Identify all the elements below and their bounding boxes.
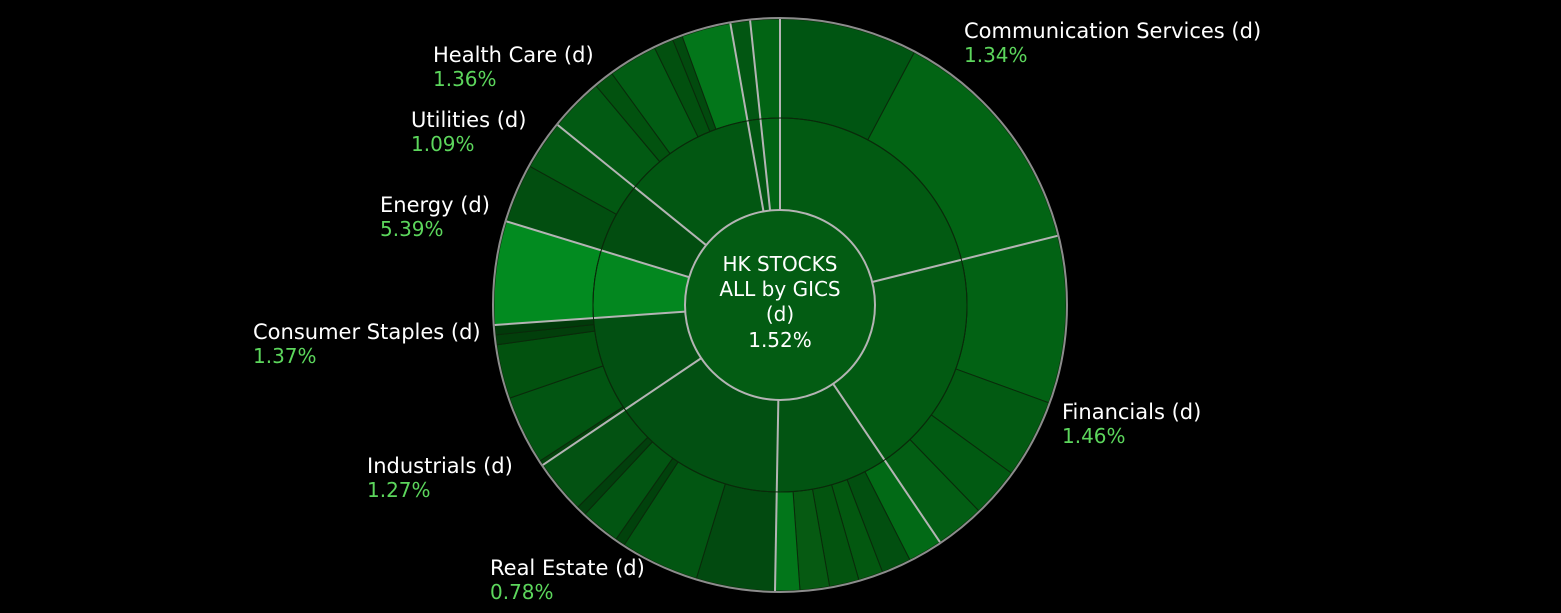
- sector-label-6: Utilities (d): [411, 108, 526, 132]
- sector-value-7: 1.36%: [433, 67, 497, 91]
- sector-value-1: 1.46%: [1062, 424, 1126, 448]
- sector-divider-5: [494, 310, 686, 326]
- sector-label-7: Health Care (d): [433, 43, 594, 67]
- sector-divider-7: [557, 124, 707, 246]
- center-change-value: 1.52%: [748, 328, 812, 352]
- sector-label-4: Consumer Staples (d): [253, 320, 481, 344]
- sector-value-2: 0.78%: [490, 580, 554, 604]
- chart-rim: [492, 17, 1068, 593]
- sector-divider-9: [749, 20, 772, 211]
- center-disc-circle[interactable]: [684, 209, 876, 401]
- sector-divider-2: [832, 383, 941, 543]
- sector-label-2: Real Estate (d): [490, 556, 645, 580]
- center-disc[interactable]: HK STOCKS ALL by GICS (d) 1.52%: [684, 209, 876, 401]
- sector-label-3: Industrials (d): [367, 454, 513, 478]
- sector-divider-4: [542, 357, 702, 466]
- sector-label-1: Financials (d): [1062, 400, 1201, 424]
- sector-divider-8: [729, 23, 765, 212]
- sector-value-0: 1.34%: [964, 43, 1028, 67]
- sector-labels: Communication Services (d)1.34% Financial…: [253, 19, 1261, 604]
- center-title-line-3: (d): [766, 302, 794, 326]
- middle-ring-boundary: [592, 117, 968, 493]
- sector-value-3: 1.27%: [367, 478, 431, 502]
- center-title-line-2: ALL by GICS: [719, 277, 840, 301]
- sector-value-5: 5.39%: [380, 217, 444, 241]
- sector-value-6: 1.09%: [411, 132, 475, 156]
- center-title-line-1: HK STOCKS: [723, 252, 838, 276]
- sector-divider-1: [871, 234, 1058, 283]
- sector-label-5: Energy (d): [380, 193, 490, 217]
- sector-label-0: Communication Services (d): [964, 19, 1261, 43]
- sector-dividers: [494, 19, 1058, 591]
- sector-divider-6: [506, 220, 690, 279]
- sector-divider-3: [774, 399, 780, 591]
- outer-ring-layer: [493, 18, 1067, 592]
- sector-value-4: 1.37%: [253, 344, 317, 368]
